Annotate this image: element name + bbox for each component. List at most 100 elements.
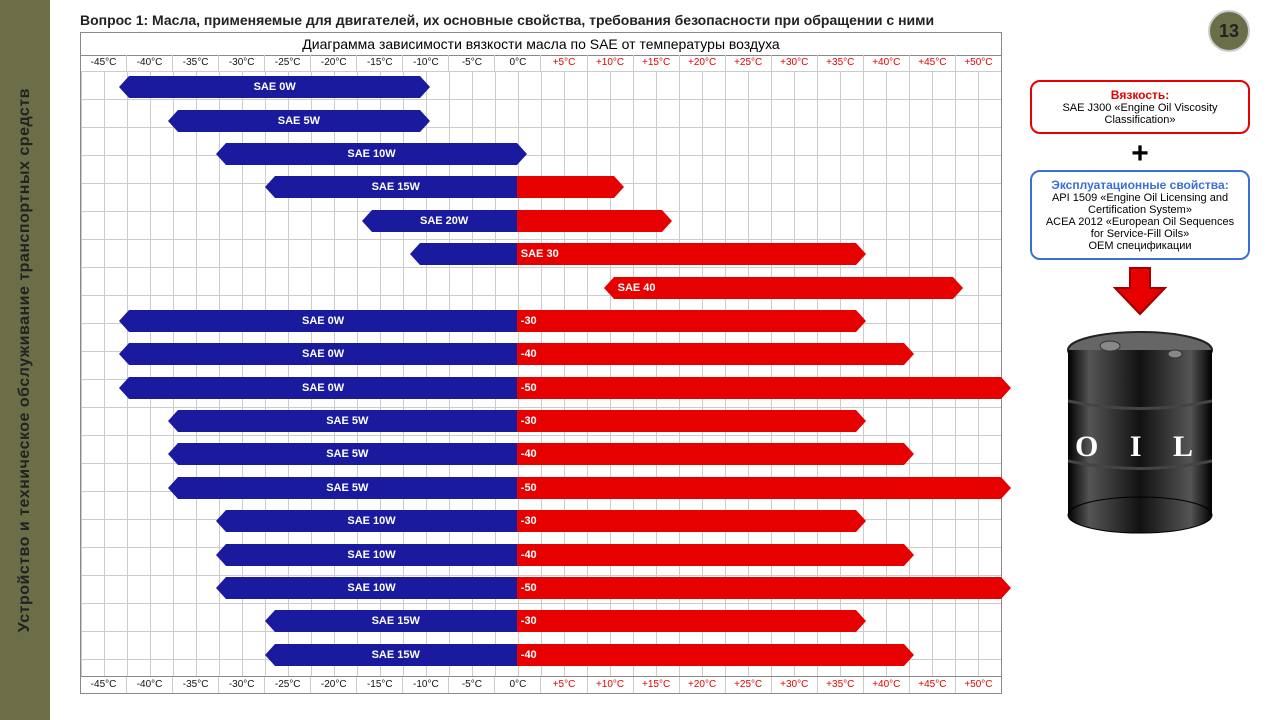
viscosity-chart: Диаграмма зависимости вязкости масла по … [80,32,1002,694]
module-title: Устройство и техническое обслуживание тр… [16,88,34,632]
tick: -15°C [357,677,403,693]
tick: +10°C [588,677,634,693]
down-arrow-icon [1110,266,1170,316]
grade-row: SAE 10W-50 [81,577,1001,599]
properties-header: Эксплуатационные свойства: [1040,178,1240,192]
tick: +25°C [726,55,772,71]
page-number-badge: 13 [1208,10,1250,52]
tick: -40°C [127,677,173,693]
tick: +40°C [864,677,910,693]
tick: 0°C [495,55,541,71]
grade-row: SAE 0W-40 [81,343,1001,365]
tick: +15°C [634,677,680,693]
tick: +50°C [956,677,1001,693]
summer-bar: -30 [517,510,856,532]
grade-row: SAE 15W-40 [81,644,1001,666]
tick: +20°C [680,677,726,693]
summer-bar: -50 [517,577,1001,599]
tick: -20°C [311,55,357,71]
winter-bar: SAE 10W [226,143,517,165]
tick: -45°C [81,55,127,71]
winter-bar: SAE 10W [226,544,517,566]
axis-bottom: -45°C-40°C-35°C-30°C-25°C-20°C-15°C-10°C… [81,676,1001,693]
tick: +5°C [541,677,587,693]
tick: +35°C [818,677,864,693]
summer-bar: SAE 40 [614,277,953,299]
plus-icon: + [1030,140,1250,168]
grade-row: SAE 10W-40 [81,544,1001,566]
tick: 0°C [495,677,541,693]
question-text: Вопрос 1: Масла, применяемые для двигате… [80,12,934,28]
summer-bar: -30 [517,410,856,432]
winter-bar: SAE 10W [226,577,517,599]
properties-line1: API 1509 «Engine Oil Licensing and Certi… [1040,192,1240,216]
summer-bar: -40 [517,343,904,365]
tick: -40°C [127,55,173,71]
summer-bar: -30 [517,310,856,332]
winter-bar: SAE 5W [178,443,517,465]
summer-bar [517,176,614,198]
summer-bar [517,210,662,232]
tick: -35°C [173,55,219,71]
tick: +30°C [772,55,818,71]
tick: -10°C [403,677,449,693]
grade-row: SAE 5W-50 [81,477,1001,499]
summer-bar: -30 [517,610,856,632]
properties-box: Эксплуатационные свойства: API 1509 «Eng… [1030,170,1250,260]
winter-bar: SAE 10W [226,510,517,532]
properties-line3: OEM спецификации [1040,240,1240,252]
grade-row: SAE 0W [81,76,1001,98]
winter-bar: SAE 0W [129,76,420,98]
grade-row: SAE 5W-30 [81,410,1001,432]
summer-bar: -40 [517,443,904,465]
grade-row: SAE 0W-50 [81,377,1001,399]
summer-bar: -50 [517,477,1001,499]
tick: +20°C [680,55,726,71]
tick: +5°C [541,55,587,71]
info-column: Вязкость: SAE J300 «Engine Oil Viscosity… [1030,80,1250,536]
tick: +45°C [910,55,956,71]
grade-row: SAE 30 [81,243,1001,265]
tick: -20°C [311,677,357,693]
tick: -45°C [81,677,127,693]
tick: -30°C [219,55,265,71]
grade-row: SAE 20W [81,210,1001,232]
summer-bar: -40 [517,544,904,566]
winter-bar: SAE 0W [129,343,516,365]
viscosity-box: Вязкость: SAE J300 «Engine Oil Viscosity… [1030,80,1250,134]
oil-barrel-icon: O I L [1055,326,1225,536]
grade-row: SAE 10W-30 [81,510,1001,532]
tick: +30°C [772,677,818,693]
grade-row: SAE 15W [81,176,1001,198]
tick: +50°C [956,55,1001,71]
winter-bar: SAE 15W [275,644,517,666]
tick: -15°C [357,55,403,71]
viscosity-line1: SAE J300 «Engine Oil Viscosity Classific… [1040,102,1240,126]
tick: +15°C [634,55,680,71]
tick: -5°C [449,55,495,71]
grade-row: SAE 40 [81,277,1001,299]
winter-bar: SAE 15W [275,610,517,632]
tick: +10°C [588,55,634,71]
tick: -35°C [173,677,219,693]
tick: -10°C [403,55,449,71]
tick: -25°C [265,677,311,693]
tick: -5°C [449,677,495,693]
tick: +35°C [818,55,864,71]
tick: +45°C [910,677,956,693]
tick: -25°C [265,55,311,71]
summer-bar: -40 [517,644,904,666]
winter-bar: SAE 0W [129,310,516,332]
summer-bar: -50 [517,377,1001,399]
chart-title: Диаграмма зависимости вязкости масла по … [81,33,1001,56]
axis-top: -45°C-40°C-35°C-30°C-25°C-20°C-15°C-10°C… [81,55,1001,72]
summer-bar: SAE 30 [517,243,856,265]
grade-row: SAE 10W [81,143,1001,165]
winter-bar: SAE 5W [178,110,420,132]
properties-line2: ACEA 2012 «European Oil Sequences for Se… [1040,216,1240,240]
winter-bar: SAE 0W [129,377,516,399]
winter-bar: SAE 5W [178,410,517,432]
grade-row: SAE 5W [81,110,1001,132]
barrel-label: O I L [1075,430,1205,463]
tick: +25°C [726,677,772,693]
